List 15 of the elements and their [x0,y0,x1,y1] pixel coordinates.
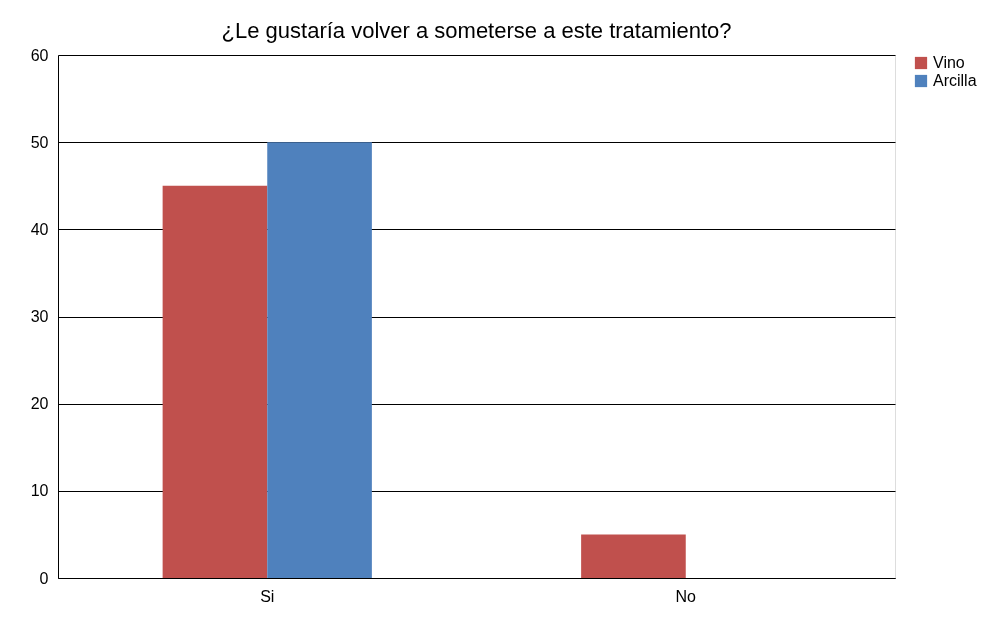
x-tick-label: Si [260,587,275,605]
legend-label: Arcilla [933,72,977,89]
y-tick-label: 10 [30,482,49,500]
bar [581,534,686,578]
legend-label: Vino [933,54,965,71]
bar [267,142,372,578]
y-tick-label: 50 [30,133,49,151]
y-tick-label: 0 [39,569,49,587]
y-tick-label: 30 [30,308,49,325]
x-tick-label: No [675,587,697,605]
y-tick-label: 20 [30,395,49,413]
bar [162,185,268,578]
y-tick-label: 40 [30,220,49,238]
y-tick-label: 60 [30,46,49,64]
chart-title: ¿Le gustaría volver a someterse a este tratamiento? [221,18,732,43]
